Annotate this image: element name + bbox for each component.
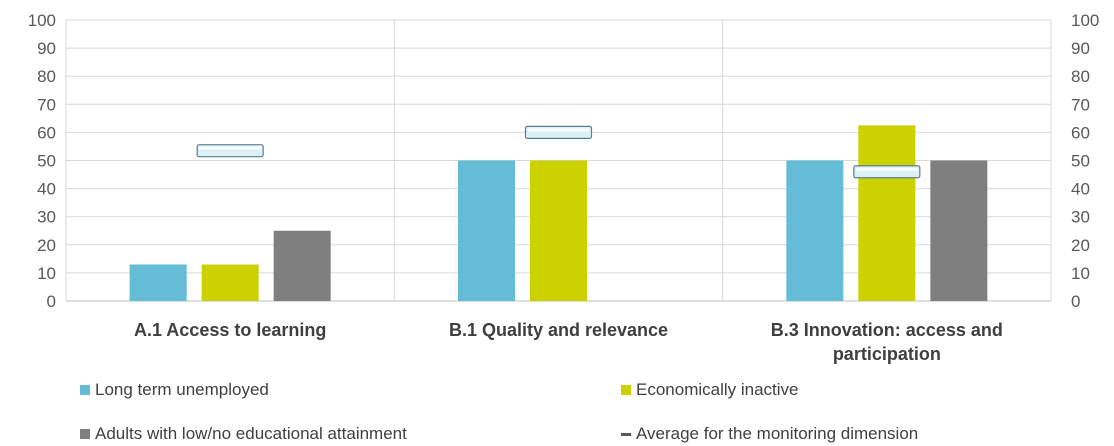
y-tick-label-right: 50 [1071,152,1090,171]
category-label: B.3 Innovation: access and participation [771,320,1003,364]
bar [786,160,844,301]
y-axis-right: 0 10 20 30 40 50 60 70 80 90 100 [1071,11,1099,311]
y-tick-label: 50 [37,152,56,171]
y-tick-label: 20 [37,236,56,255]
category-label: B.1 Quality and relevance [449,320,668,340]
bar [930,160,988,301]
y-tick-label-right: 40 [1071,180,1090,199]
y-tick-label-right: 80 [1071,67,1090,86]
bar [458,160,515,301]
y-tick-label: 0 [47,292,56,311]
average-marker [853,165,921,179]
bar [858,125,916,301]
average-markers [196,125,921,179]
y-tick-label: 90 [37,39,56,58]
bars [129,125,988,301]
category-label-line: A.1 Access to learning [134,320,326,340]
y-tick-label-right: 100 [1071,11,1099,30]
y-tick-label-right: 0 [1071,292,1080,311]
bar [530,160,587,301]
y-tick-label: 60 [37,123,56,142]
category-label-line: B.3 Innovation: access and [771,320,1003,340]
average-marker-highlight [199,146,262,150]
y-tick-label-right: 90 [1071,39,1090,58]
category-labels: A.1 Access to learning B.1 Quality and re… [134,320,1003,364]
bar [201,264,259,301]
y-tick-label: 40 [37,180,56,199]
average-marker [524,125,593,140]
category-label: A.1 Access to learning [134,320,326,340]
y-tick-label-right: 30 [1071,208,1090,227]
y-tick-label-right: 10 [1071,264,1090,283]
bar [129,264,187,301]
y-tick-label: 10 [37,264,56,283]
category-label-line: B.1 Quality and relevance [449,320,668,340]
average-marker [196,144,264,158]
category-label-line: participation [833,344,941,364]
average-marker-highlight [855,167,918,171]
y-tick-label: 80 [37,67,56,86]
y-axis-left: 0 10 20 30 40 50 60 70 80 90 100 [28,11,56,311]
y-tick-label: 100 [28,11,56,30]
y-tick-label-right: 20 [1071,236,1090,255]
y-tick-label: 70 [37,95,56,114]
average-marker-highlight [527,128,590,132]
y-tick-label-right: 70 [1071,95,1090,114]
y-tick-label-right: 60 [1071,123,1090,142]
y-tick-label: 30 [37,208,56,227]
bar [273,230,331,301]
